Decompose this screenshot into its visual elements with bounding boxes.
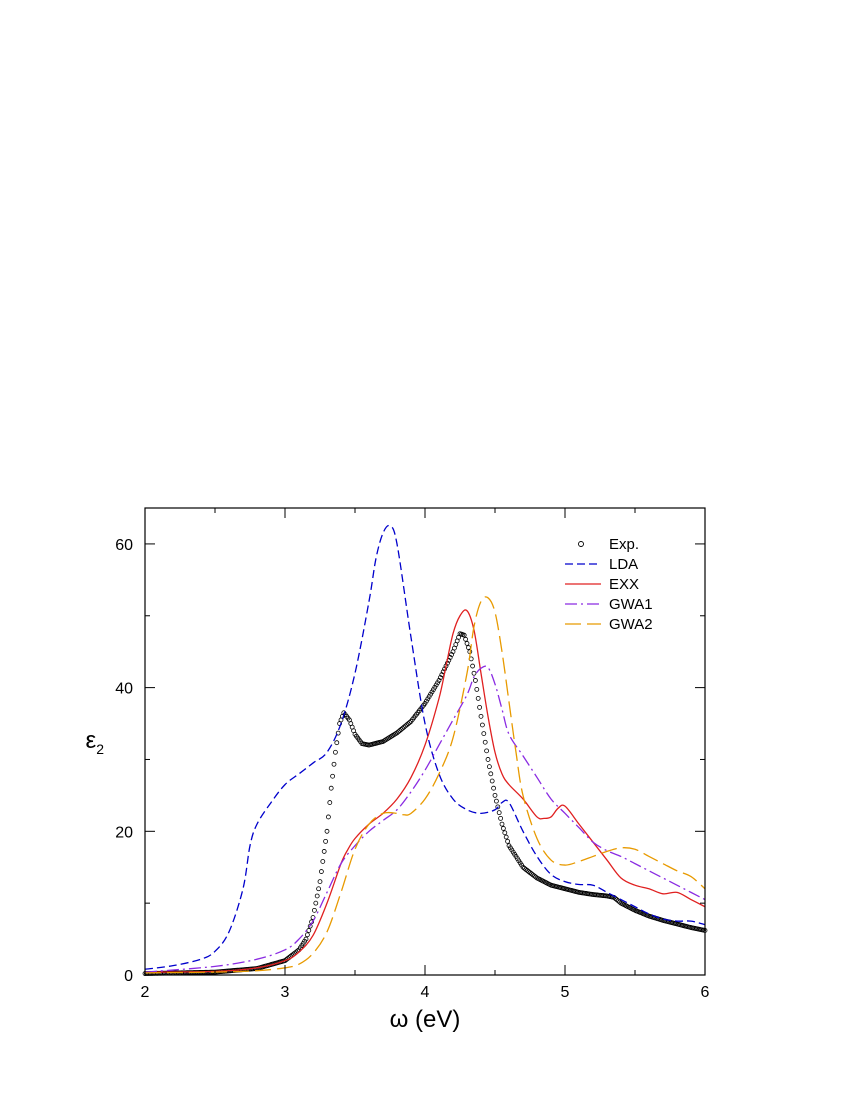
x-tick-label: 2 (141, 984, 150, 1001)
legend-swatch (578, 541, 584, 547)
exp-data-point (323, 838, 329, 844)
exp-data-point (335, 730, 341, 736)
exp-data-point (397, 728, 403, 733)
exp-data-point (316, 886, 322, 892)
exp-data-point (313, 900, 319, 906)
series-exx-line (144, 609, 706, 973)
x-tick-label: 3 (281, 984, 290, 1001)
exp-data-point (481, 731, 487, 736)
exp-data-point (402, 723, 408, 729)
exp-data-point (394, 730, 400, 736)
y-tick-label: 40 (115, 681, 133, 698)
y-axis: 0 20 40 60 (115, 537, 705, 985)
exp-data-point (500, 826, 506, 831)
series-gwa2-line (144, 596, 706, 974)
exp-data-point (304, 932, 310, 938)
x-axis: 2 3 4 5 6 (141, 508, 710, 1001)
x-tick-label: 4 (421, 984, 430, 1001)
exp-data-point (464, 641, 470, 646)
exp-data-point (493, 798, 499, 804)
exp-data-point (614, 897, 620, 903)
exp-data-point (492, 792, 498, 798)
exp-data-point (477, 704, 483, 710)
series-layer (142, 524, 708, 976)
exp-data-point (499, 821, 505, 827)
exp-data-point (463, 636, 469, 642)
legend-label: LDA (609, 556, 638, 573)
exp-data-point (401, 724, 407, 730)
exp-data-point (475, 695, 481, 701)
exp-data-point (334, 740, 340, 746)
series-lda-line (144, 524, 706, 970)
y-axis-title-subscript: 2 (96, 741, 104, 757)
exp-data-point (503, 834, 509, 840)
legend-label: Exp. (609, 536, 639, 553)
exp-data-point (318, 869, 324, 874)
exp-data-point (478, 713, 484, 719)
exp-data-point (474, 687, 480, 692)
exp-data-point (437, 675, 443, 680)
exp-data-point (325, 814, 331, 820)
legend-label: GWA1 (609, 596, 653, 613)
exp-data-point (461, 632, 467, 638)
exp-data-point (327, 800, 333, 805)
x-tick-label: 5 (561, 984, 570, 1001)
x-tick-label: 6 (701, 984, 710, 1001)
x-axis-title: ω (eV) (390, 1006, 461, 1033)
exp-data-point (449, 652, 455, 657)
exp-data-point (485, 757, 491, 762)
exp-data-point (479, 722, 485, 728)
exp-data-point (486, 764, 492, 770)
exp-data-point (395, 729, 401, 735)
exp-data-point (471, 670, 477, 676)
legend-item-gwa1: GWA1 (565, 596, 653, 613)
y-axis-title-symbol: ε (86, 727, 97, 754)
exp-data-point (332, 749, 338, 755)
exp-data-point (324, 828, 330, 834)
legend-item-exp: Exp. (578, 536, 639, 553)
exp-data-point (307, 923, 313, 929)
exp-data-point (303, 936, 309, 942)
exp-data-point (330, 773, 336, 779)
legend: Exp. LDA EXX GWA1 GWA2 (565, 536, 653, 633)
exp-data-point (320, 859, 326, 864)
y-tick-label: 20 (115, 824, 133, 841)
exp-data-point (405, 721, 411, 727)
exp-data-point (470, 663, 476, 669)
exp-data-point (436, 678, 442, 683)
exp-data-point (331, 761, 337, 767)
exp-data-point (505, 838, 511, 844)
legend-label: GWA2 (609, 616, 653, 633)
exp-data-point (502, 830, 508, 836)
legend-label: EXX (609, 576, 639, 593)
exp-data-point (495, 804, 501, 810)
exp-data-point (398, 727, 404, 732)
exp-data-point (407, 720, 413, 725)
legend-item-lda: LDA (565, 556, 638, 573)
exp-data-point (615, 898, 621, 904)
exp-data-point (317, 879, 323, 884)
exp-data-point (498, 815, 504, 821)
exp-data-point (321, 849, 327, 854)
exp-data-point (314, 893, 320, 899)
y-tick-label: 60 (115, 537, 133, 554)
exp-data-point (482, 739, 488, 745)
exp-data-point (400, 725, 406, 731)
exp-data-point (404, 722, 410, 728)
exp-data-point (328, 785, 334, 791)
y-axis-title: ε2 (86, 727, 105, 757)
exp-data-point (496, 810, 502, 816)
exp-data-point (489, 778, 495, 784)
legend-item-gwa2: GWA2 (565, 616, 653, 633)
exp-data-point (472, 678, 478, 683)
exp-data-point (488, 771, 494, 777)
series-gwa1-line (144, 665, 706, 973)
exp-data-point (311, 907, 317, 913)
exp-data-point (484, 748, 490, 754)
legend-item-exx: EXX (565, 576, 639, 593)
exp-data-point (491, 785, 497, 791)
y-tick-label: 0 (124, 968, 133, 985)
